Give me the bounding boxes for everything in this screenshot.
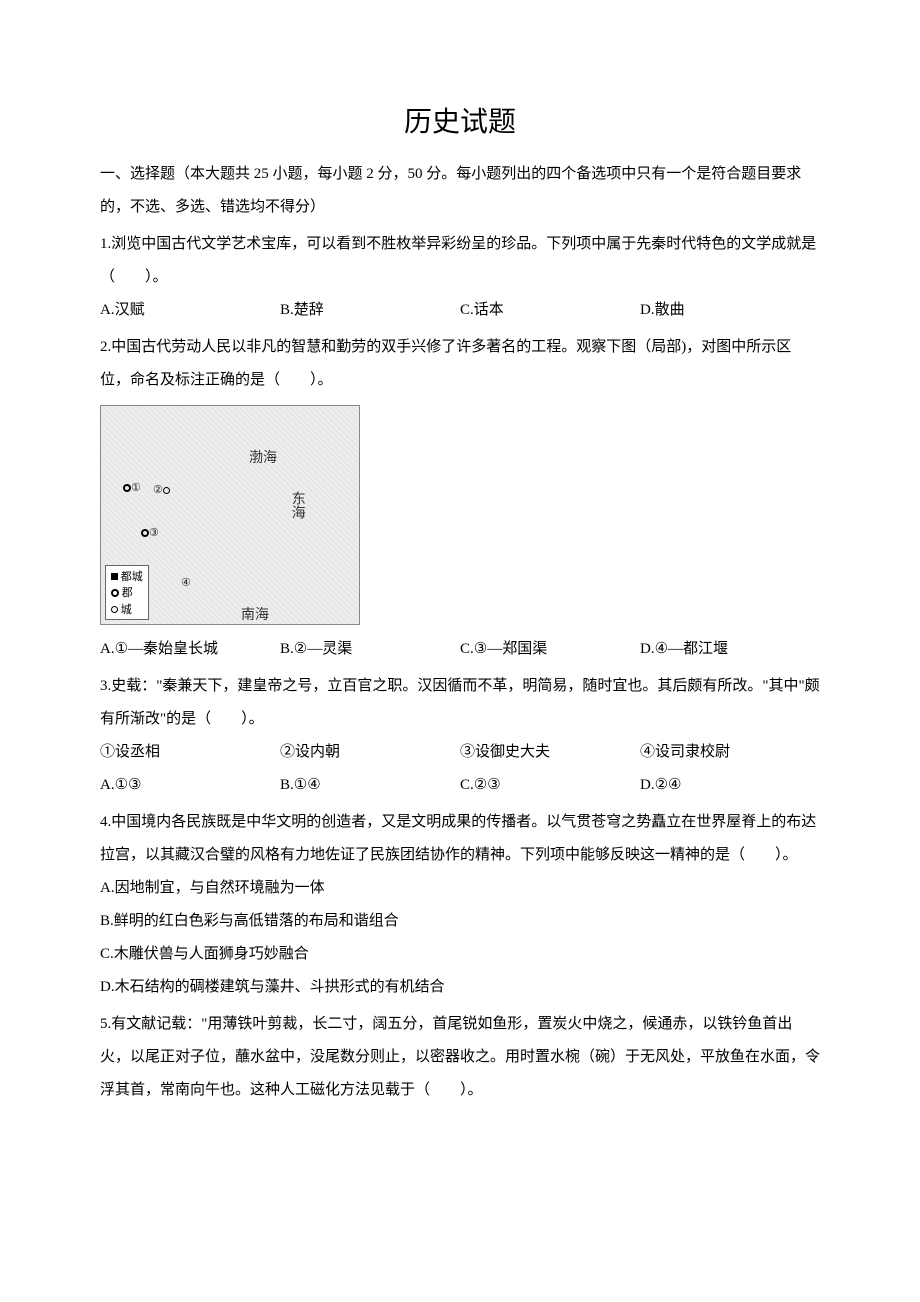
question-4-option-a: A.因地制宜，与自然环境融为一体 (100, 872, 820, 905)
map-box: 渤海 东海 南海 ① ② ③ ④ 都城 郡 城 (100, 405, 360, 625)
question-3-options: A.①③ B.①④ C.②③ D.②④ (100, 769, 820, 802)
question-1: 1.浏览中国古代文学艺术宝库，可以看到不胜枚举异彩纷呈的珍品。下列项中属于先秦时… (100, 228, 820, 327)
question-3-option-a: A.①③ (100, 769, 280, 802)
map-legend-item-2: 郡 (111, 585, 143, 602)
question-3-sub-2: ②设内朝 (280, 736, 460, 769)
question-3-text: 3.史载："秦兼天下，建皇帝之号，立百官之职。汉因循而不革，明简易，随时宜也。其… (100, 670, 820, 736)
map-marker-4: ④ (181, 571, 191, 595)
question-1-option-c: C.话本 (460, 294, 640, 327)
question-1-body: 浏览中国古代文学艺术宝库，可以看到不胜枚举异彩纷呈的珍品。下列项中属于先秦时代特… (100, 236, 816, 285)
page-title: 历史试题 (100, 100, 820, 140)
question-3-option-b: B.①④ (280, 769, 460, 802)
map-marker-1: ① (123, 476, 141, 500)
map-legend-item-1: 都城 (111, 569, 143, 586)
map-legend-item-3: 城 (111, 602, 143, 619)
question-1-option-b: B.楚辞 (280, 294, 460, 327)
map-sea-bohai: 渤海 (249, 444, 277, 475)
question-5-number: 5. (100, 1016, 111, 1032)
question-2: 2.中国古代劳动人民以非凡的智慧和勤劳的双手兴修了许多著名的工程。观察下图（局部… (100, 331, 820, 666)
question-2-option-c: C.③—郑国渠 (460, 633, 640, 666)
map-figure: 渤海 东海 南海 ① ② ③ ④ 都城 郡 城 (100, 405, 820, 625)
question-1-number: 1. (100, 236, 111, 252)
question-5-body: 有文献记载："用薄铁叶剪裁，长二寸，阔五分，首尾锐如鱼形，置炭火中烧之，候通赤，… (100, 1016, 820, 1098)
map-marker-2: ② (153, 478, 170, 502)
map-legend: 都城 郡 城 (105, 565, 149, 621)
question-3-option-c: C.②③ (460, 769, 640, 802)
question-3: 3.史载："秦兼天下，建皇帝之号，立百官之职。汉因循而不革，明简易，随时宜也。其… (100, 670, 820, 802)
question-1-option-a: A.汉赋 (100, 294, 280, 327)
question-3-sub-options: ①设丞相 ②设内朝 ③设御史大夫 ④设司隶校尉 (100, 736, 820, 769)
question-4-option-c: C.木雕伏兽与人面狮身巧妙融合 (100, 938, 820, 971)
section-header: 一、选择题（本大题共 25 小题，每小题 2 分，50 分。每小题列出的四个备选… (100, 158, 820, 224)
question-1-text: 1.浏览中国古代文学艺术宝库，可以看到不胜枚举异彩纷呈的珍品。下列项中属于先秦时… (100, 228, 820, 294)
question-2-option-b: B.②—灵渠 (280, 633, 460, 666)
question-3-sub-1: ①设丞相 (100, 736, 280, 769)
question-2-number: 2. (100, 339, 111, 355)
question-4-number: 4. (100, 814, 111, 830)
question-4-body: 中国境内各民族既是中华文明的创造者，又是文明成果的传播者。以气贯苍穹之势矗立在世… (100, 814, 816, 863)
question-2-option-d: D.④—都江堰 (640, 633, 820, 666)
map-sea-donghai: 东海 (281, 491, 312, 519)
question-2-option-a: A.①—秦始皇长城 (100, 633, 280, 666)
question-3-sub-3: ③设御史大夫 (460, 736, 640, 769)
question-3-option-d: D.②④ (640, 769, 820, 802)
question-4-text: 4.中国境内各民族既是中华文明的创造者，又是文明成果的传播者。以气贯苍穹之势矗立… (100, 806, 820, 872)
question-2-text: 2.中国古代劳动人民以非凡的智慧和勤劳的双手兴修了许多著名的工程。观察下图（局部… (100, 331, 820, 397)
question-4-option-b: B.鲜明的红白色彩与高低错落的布局和谐组合 (100, 905, 820, 938)
map-sea-nanhai: 南海 (241, 601, 269, 632)
map-marker-3: ③ (141, 521, 159, 545)
question-1-option-d: D.散曲 (640, 294, 820, 327)
question-2-options: A.①—秦始皇长城 B.②—灵渠 C.③—郑国渠 D.④—都江堰 (100, 633, 820, 666)
question-4: 4.中国境内各民族既是中华文明的创造者，又是文明成果的传播者。以气贯苍穹之势矗立… (100, 806, 820, 1004)
question-1-options: A.汉赋 B.楚辞 C.话本 D.散曲 (100, 294, 820, 327)
question-3-body: 史载："秦兼天下，建皇帝之号，立百官之职。汉因循而不革，明简易，随时宜也。其后颇… (100, 678, 820, 727)
question-2-body: 中国古代劳动人民以非凡的智慧和勤劳的双手兴修了许多著名的工程。观察下图（局部)，… (100, 339, 791, 388)
question-3-number: 3. (100, 678, 111, 694)
question-4-option-d: D.木石结构的碉楼建筑与藻井、斗拱形式的有机结合 (100, 971, 820, 1004)
question-5-text: 5.有文献记载："用薄铁叶剪裁，长二寸，阔五分，首尾锐如鱼形，置炭火中烧之，候通… (100, 1008, 820, 1107)
question-5: 5.有文献记载："用薄铁叶剪裁，长二寸，阔五分，首尾锐如鱼形，置炭火中烧之，候通… (100, 1008, 820, 1107)
question-3-sub-4: ④设司隶校尉 (640, 736, 820, 769)
